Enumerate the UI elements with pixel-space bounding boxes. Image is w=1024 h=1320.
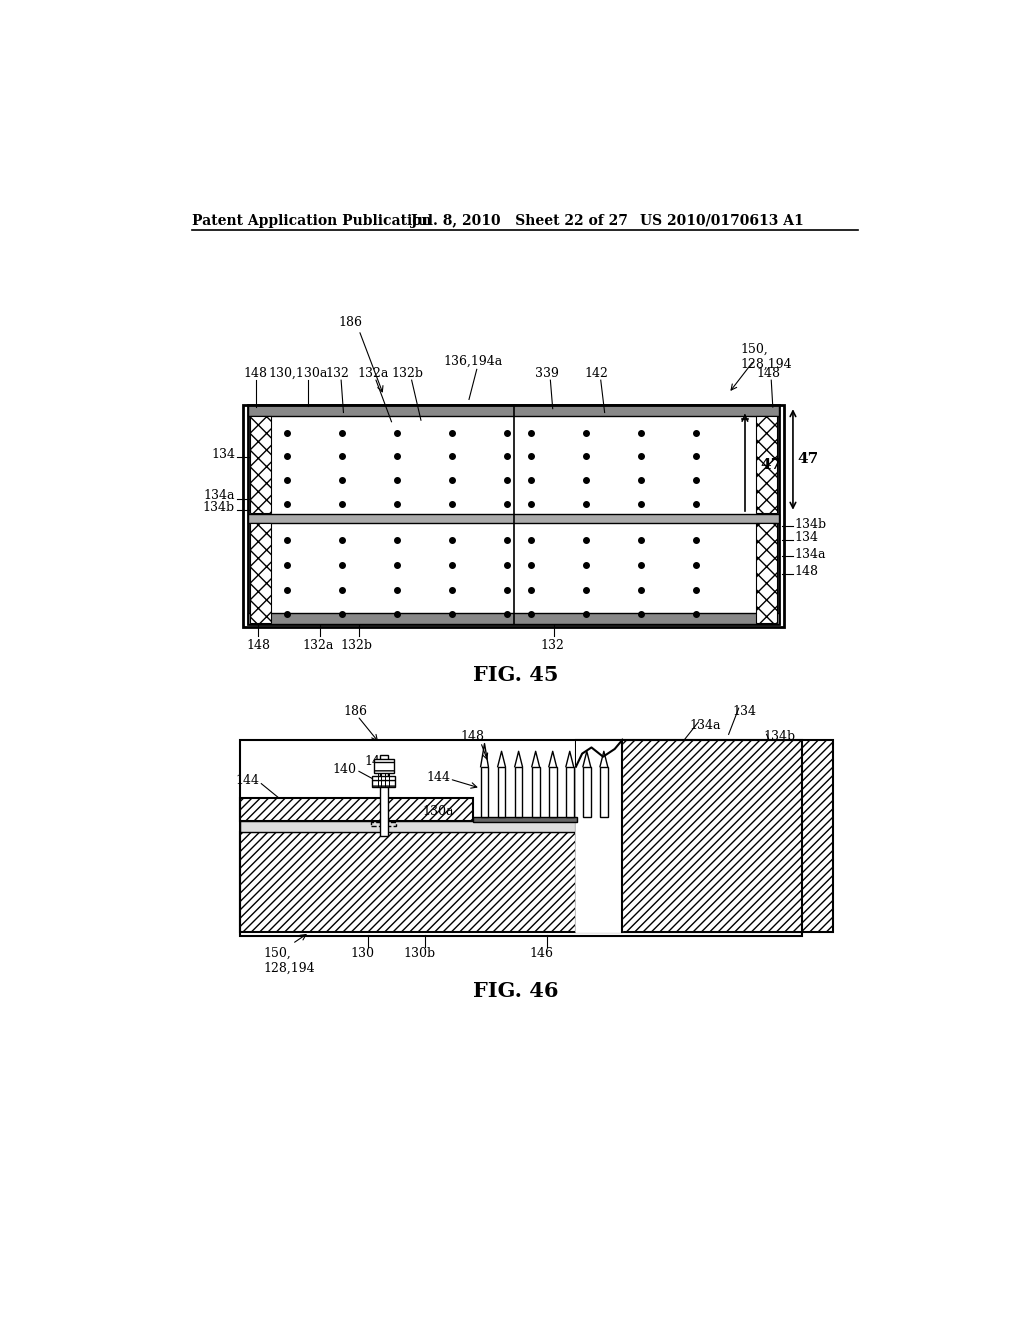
Text: 134b: 134b [203,500,234,513]
Text: 148: 148 [461,730,485,743]
Bar [248,405,779,624]
Text: 134a: 134a [204,490,234,502]
Bar [531,767,540,817]
Bar [250,416,271,512]
Text: 47: 47 [798,453,819,466]
Bar [575,739,834,932]
Text: 186: 186 [339,317,362,329]
Text: 339: 339 [535,367,558,380]
Text: 144: 144 [236,774,260,787]
Polygon shape [575,739,623,932]
Bar [374,759,394,774]
Text: 148: 148 [795,565,818,578]
Bar [473,817,577,822]
Text: 134: 134 [795,531,818,544]
Text: 132: 132 [326,367,349,380]
Text: 146: 146 [529,946,553,960]
Text: 136,194a: 136,194a [443,355,503,368]
Bar [372,822,396,826]
Text: 132b: 132b [391,367,423,380]
Text: 150,
128,194: 150, 128,194 [263,946,315,975]
Bar [372,776,395,787]
Bar [498,767,506,817]
Text: 132a: 132a [357,367,388,380]
Bar [241,739,802,936]
Bar [380,755,388,836]
Text: FIG. 45: FIG. 45 [473,665,558,685]
Bar [241,832,802,932]
Text: 134b: 134b [764,730,796,743]
Text: 130,130a: 130,130a [269,367,328,380]
Text: 134a: 134a [795,548,826,561]
Text: 144: 144 [426,771,450,784]
Text: 142: 142 [365,755,388,768]
Text: 148: 148 [246,639,270,652]
Text: 130: 130 [350,946,374,960]
Bar [248,515,779,524]
Text: Patent Application Publication: Patent Application Publication [191,214,431,228]
Text: 186: 186 [343,705,368,718]
Bar [515,767,522,817]
Bar [248,405,779,416]
Text: 134b: 134b [795,519,826,532]
Text: 130b: 130b [403,946,435,960]
Text: 132: 132 [541,639,564,652]
Bar [248,614,779,624]
Text: Jul. 8, 2010   Sheet 22 of 27: Jul. 8, 2010 Sheet 22 of 27 [411,214,628,228]
Bar [241,797,473,821]
Bar [756,524,777,623]
Text: FIG. 46: FIG. 46 [473,981,558,1001]
Text: 134: 134 [732,705,757,718]
Text: US 2010/0170613 A1: US 2010/0170613 A1 [640,214,803,228]
Bar [575,739,623,932]
Text: 140: 140 [333,763,356,776]
Text: 132b: 132b [341,639,373,652]
Bar [549,767,557,817]
Bar [244,405,783,627]
Text: 150,
128,194: 150, 128,194 [740,343,792,371]
Text: 47: 47 [761,458,781,471]
Text: 148: 148 [756,367,780,380]
Bar [480,767,488,817]
Text: 148: 148 [244,367,268,380]
Bar [566,767,573,817]
Bar [756,416,777,512]
Text: 130a: 130a [422,805,454,818]
Text: 134a: 134a [690,719,721,733]
Bar [583,767,591,817]
Bar [600,767,607,817]
Text: 134: 134 [211,449,234,462]
Bar [250,524,271,623]
Text: 142: 142 [585,367,609,380]
Text: 132a: 132a [302,639,334,652]
Bar [241,821,802,832]
